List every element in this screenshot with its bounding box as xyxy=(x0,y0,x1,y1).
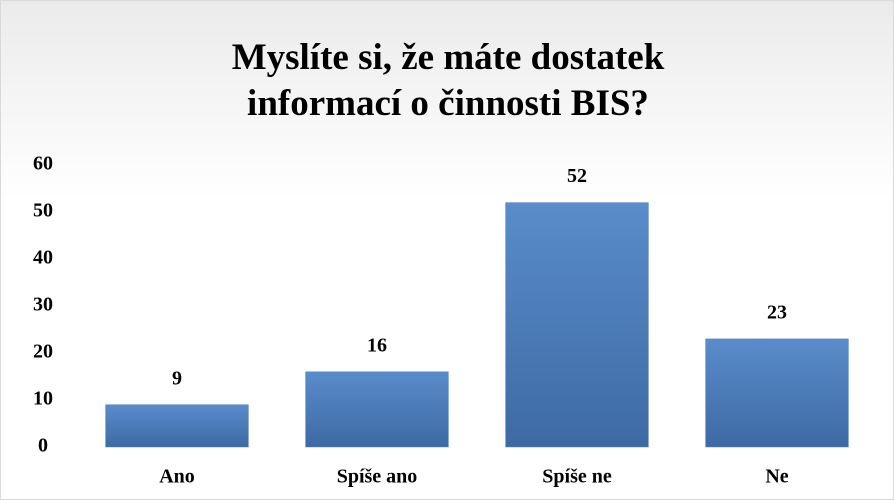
y-tick-label: 60 xyxy=(33,153,53,175)
x-tick-label: Ano xyxy=(159,466,195,488)
y-tick-label: 10 xyxy=(33,388,53,410)
y-tick-label: 0 xyxy=(38,435,48,457)
x-tick-label: Ne xyxy=(765,466,788,488)
data-label: 23 xyxy=(767,301,787,323)
chart-title: Myslíte si, že máte dostatek informací o… xyxy=(231,37,665,124)
y-tick-label: 30 xyxy=(33,294,53,316)
bar xyxy=(305,371,449,448)
data-label: 9 xyxy=(172,367,182,389)
y-tick-label: 50 xyxy=(33,200,53,222)
bar xyxy=(705,338,849,448)
y-tick-label: 40 xyxy=(33,247,53,269)
data-label: 52 xyxy=(567,165,587,187)
bar xyxy=(505,202,649,448)
x-tick-label: Spíše ne xyxy=(542,466,612,488)
data-label: 16 xyxy=(367,334,387,356)
bar xyxy=(105,404,249,448)
y-tick-label: 20 xyxy=(33,341,53,363)
x-tick-label: Spíše ano xyxy=(337,466,418,488)
